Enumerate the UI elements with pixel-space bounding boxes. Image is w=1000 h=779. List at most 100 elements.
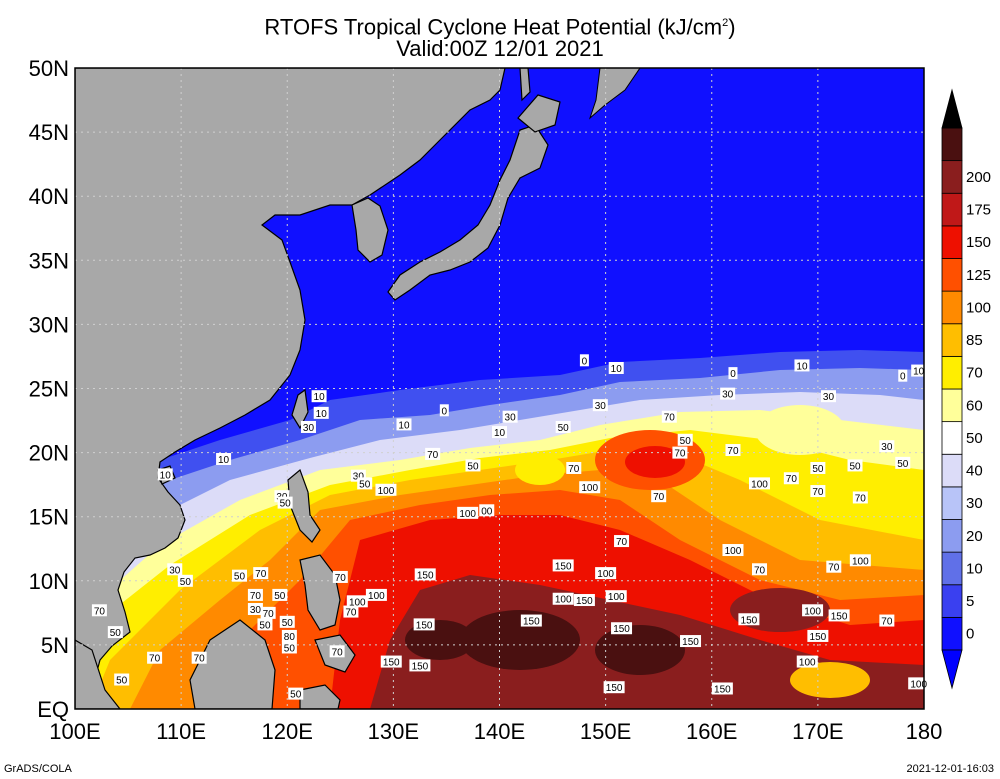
colorbar-label: 60 [966,397,983,414]
lat-tick-label: 5N [41,633,69,658]
contour-label: 30 [820,390,836,403]
contour-label: 100 [796,655,818,669]
svg-text:30: 30 [169,565,181,576]
svg-text:50: 50 [234,572,246,583]
cool-patch [790,662,870,698]
colorbar-label: 10 [966,560,983,577]
colorbar-swatch [941,584,963,618]
contour-label: 70 [651,490,667,503]
colorbar-label: 85 [966,332,983,349]
svg-text:100: 100 [799,658,816,669]
contour-label: 50 [555,420,571,434]
svg-text:50: 50 [280,499,292,510]
svg-text:150: 150 [606,683,623,694]
svg-text:10: 10 [796,361,808,372]
contour-label: 70 [752,563,768,576]
lon-tick-label: 180 [906,719,943,744]
svg-text:10: 10 [160,470,172,481]
contour-label: 70 [332,570,348,584]
svg-text:100: 100 [804,606,821,617]
svg-text:70: 70 [250,591,262,602]
svg-text:0: 0 [442,406,448,417]
svg-text:100: 100 [852,556,869,567]
contour-label: 150 [573,594,595,607]
contour-label: 50 [895,456,911,470]
colorbar-swatch [941,290,963,325]
footer-credit: GrADS/COLA [4,763,72,775]
colorbar-swatch [941,192,963,227]
colorbar-label: 5 [966,593,974,610]
svg-text:70: 70 [616,537,628,548]
lon-tick-label: 120E [262,719,313,744]
contour-label: 70 [260,606,276,620]
contour-label: 10 [492,426,507,439]
lat-tick-label: EQ [37,697,69,722]
svg-text:10: 10 [913,367,925,378]
svg-text:150: 150 [714,684,731,695]
hot-core [595,625,685,675]
svg-text:100: 100 [378,486,395,497]
contour-label: 50 [107,626,123,639]
svg-text:100: 100 [608,592,625,603]
svg-text:70: 70 [653,492,665,503]
cool-patch [755,405,845,455]
land-sakhalin [519,68,531,102]
hot-core [460,610,580,670]
contour-label: 100 [849,554,871,567]
contour-label: 100 [552,592,574,606]
svg-text:70: 70 [881,617,893,628]
contour-label: 50 [677,433,693,447]
contour-label: 70 [661,410,677,424]
svg-text:70: 70 [786,474,798,485]
contour-label: 30 [592,399,608,412]
contour-label: 0 [728,367,738,380]
colorbar-label: 175 [966,202,991,219]
lon-tick-label: 140E [474,719,525,744]
contour-label: 70 [672,446,688,460]
contour-label: 10 [608,361,624,375]
colorbar-label: 40 [966,463,983,480]
svg-text:150: 150 [417,570,434,581]
colorbar: 0 5 10 20 30 40 50 60 70 85 100 125 150 175 200 [941,88,991,690]
chart-title: RTOFS Tropical Cyclone Heat Potential (k… [264,14,736,40]
svg-text:80: 80 [284,632,296,643]
land-taiwan [291,388,309,430]
contour-label: 10 [157,468,173,481]
svg-text:150: 150 [741,615,758,626]
colorbar-swatch [941,519,963,553]
svg-text:30: 30 [250,605,262,616]
colorbar-swatch [941,160,963,194]
contour-label: 150 [738,613,760,626]
land-korea [351,197,389,263]
svg-text:30: 30 [881,442,893,453]
contour-label: 30 [167,563,183,576]
longitude-axis: 100E 110E 120E 130E 140E 150E 160E 170E 180 [49,719,942,744]
gridlines [75,68,924,709]
svg-text:50: 50 [812,464,824,475]
svg-text:50: 50 [849,461,861,472]
svg-text:50: 50 [110,628,122,639]
contour-label: 50 [231,569,247,583]
contour-label: 80 [281,629,297,643]
lat-tick-label: 45N [29,120,69,145]
svg-text:70: 70 [263,609,275,620]
contour-label: 50 [357,477,373,490]
svg-text:50: 50 [274,591,286,602]
contour-label: 50 [281,641,297,654]
svg-text:100: 100 [581,483,598,494]
contour-label: 100 [722,544,744,557]
contour-label: 00 [479,504,495,517]
contour-label: 70 [425,447,441,461]
land-kamchatka-kuril [588,68,641,120]
svg-text:50: 50 [467,461,479,472]
svg-text:50: 50 [680,436,692,447]
colorbar-swatch [941,127,963,162]
colorbar-label: 30 [966,495,983,512]
lat-tick-label: 15N [29,505,69,530]
svg-text:150: 150 [810,632,827,643]
contour-label: 100 [346,595,368,608]
contour-label: 150 [828,609,850,622]
svg-text:70: 70 [255,569,267,580]
contour-label: 100 [908,677,930,690]
